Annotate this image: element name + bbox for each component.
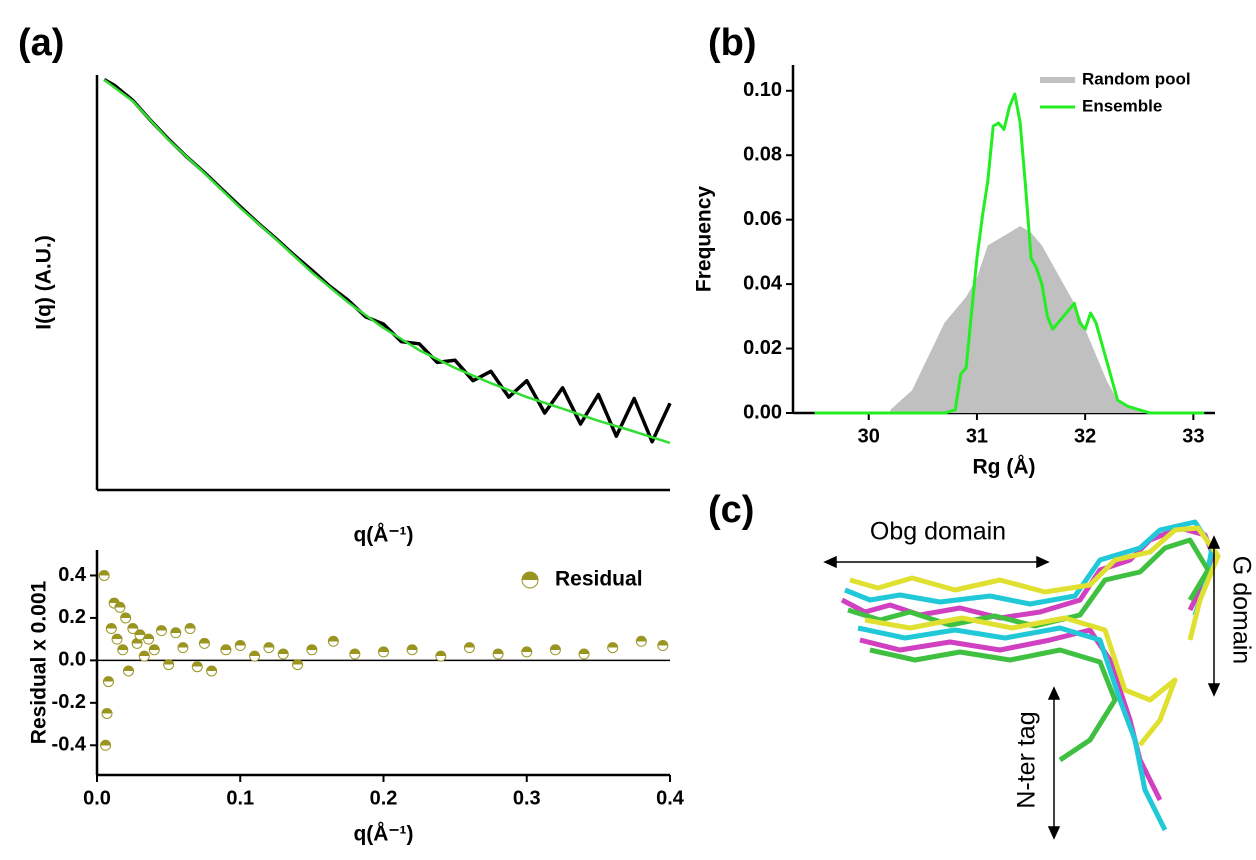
point xyxy=(549,644,561,656)
annotation: N-ter tag xyxy=(1013,711,1041,808)
y-tick-label: -0.2 xyxy=(52,691,86,713)
point xyxy=(100,739,112,751)
line xyxy=(103,77,672,444)
point xyxy=(657,640,669,652)
x-axis-label: q(Å⁻¹) xyxy=(353,822,413,846)
point xyxy=(234,640,246,652)
line xyxy=(814,92,1205,415)
point xyxy=(138,650,150,662)
point xyxy=(143,633,155,645)
point xyxy=(177,642,189,654)
point xyxy=(607,642,619,654)
area xyxy=(890,226,1161,413)
point xyxy=(249,650,261,662)
y-tick-label: 0.00 xyxy=(743,401,782,423)
legend-label: Random pool xyxy=(1082,69,1191,88)
annotation: Obg domain xyxy=(870,518,1006,546)
point xyxy=(117,644,129,656)
point xyxy=(155,625,167,637)
point xyxy=(263,642,275,654)
point xyxy=(463,642,475,654)
legend-label: Residual xyxy=(555,568,643,591)
point xyxy=(635,635,647,647)
point xyxy=(406,644,418,656)
y-tick-label: 0.04 xyxy=(743,272,783,294)
point xyxy=(120,612,132,624)
point xyxy=(327,635,339,647)
point xyxy=(292,659,304,671)
point xyxy=(206,665,218,677)
point xyxy=(163,659,175,671)
y-axis-label: Residual x 0.001 xyxy=(28,580,51,744)
y-tick-label: 0.02 xyxy=(743,337,782,359)
x-tick-label: 0.4 xyxy=(656,787,685,809)
y-tick-label: 0.2 xyxy=(58,606,86,628)
structure-panel: (c) Obg domain G domain N-ter tag xyxy=(708,489,1255,840)
point xyxy=(578,648,590,660)
x-tick-label: 0.3 xyxy=(513,787,541,809)
panel-label: (a) xyxy=(18,22,64,64)
point xyxy=(184,623,196,635)
x-tick-label: 32 xyxy=(1074,425,1096,447)
y-axis-label: I(q) (A.U.) xyxy=(33,235,56,329)
point xyxy=(111,633,123,645)
y-tick-label: 0.0 xyxy=(58,649,86,671)
x-tick-label: 0.0 xyxy=(83,787,111,809)
point xyxy=(306,644,318,656)
legend-label: Ensemble xyxy=(1082,96,1162,115)
panel-label: (b) xyxy=(708,22,757,64)
y-tick-label: 0.08 xyxy=(743,144,782,166)
y-tick-label: 0.4 xyxy=(58,564,87,586)
panel-label: (c) xyxy=(708,489,754,531)
point xyxy=(114,601,126,613)
y-tick-label: 0.10 xyxy=(743,79,782,101)
point xyxy=(102,676,114,688)
point xyxy=(349,648,361,660)
x-tick-label: 31 xyxy=(966,425,988,447)
annotation: G domain xyxy=(1227,556,1255,664)
y-axis-label: Frequency xyxy=(693,186,716,293)
legend-marker xyxy=(521,571,539,589)
point xyxy=(134,629,146,641)
point xyxy=(198,637,210,649)
point xyxy=(98,569,110,581)
point xyxy=(123,665,135,677)
protein-backbone xyxy=(840,519,1221,832)
point xyxy=(170,627,182,639)
point xyxy=(105,623,117,635)
y-tick-label: 0.06 xyxy=(743,208,782,230)
point xyxy=(521,646,533,658)
point xyxy=(277,648,289,660)
x-axis-label: q(Å⁻¹) xyxy=(353,523,413,547)
y-tick-label: -0.4 xyxy=(52,734,87,756)
annotation-arrows xyxy=(823,535,1221,840)
point xyxy=(127,623,139,635)
point xyxy=(492,648,504,660)
point xyxy=(148,644,160,656)
point xyxy=(378,646,389,658)
line xyxy=(103,78,671,445)
point xyxy=(220,644,232,656)
x-tick-label: 33 xyxy=(1182,425,1204,447)
x-tick-label: 0.2 xyxy=(370,787,398,809)
x-axis-label: Rg (Å) xyxy=(973,455,1036,479)
point xyxy=(435,650,447,662)
point xyxy=(101,707,113,719)
x-tick-label: 30 xyxy=(858,425,880,447)
point xyxy=(191,661,203,673)
x-tick-label: 0.1 xyxy=(226,787,254,809)
